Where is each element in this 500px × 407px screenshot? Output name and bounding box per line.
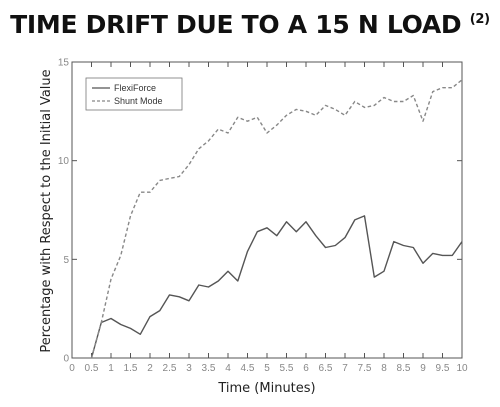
chart-title-text: TIME DRIFT DUE TO A 15 N LOAD	[10, 10, 462, 39]
x-tick-label: 9	[420, 363, 426, 374]
x-tick-label: 0.5	[85, 363, 99, 374]
legend-box	[85, 77, 183, 111]
x-tick-label: 5.5	[280, 363, 294, 374]
x-tick-label: 8.5	[397, 363, 411, 374]
x-tick-label: 6.5	[319, 363, 333, 374]
x-tick-label: 4.5	[241, 363, 255, 374]
legend-label-flexiforce: FlexiForce	[114, 83, 156, 93]
x-tick-label: 1.5	[124, 363, 138, 374]
x-tick-label: 8	[381, 363, 387, 374]
x-tick-label: 7	[342, 363, 348, 374]
series-layer	[90, 79, 463, 359]
x-tick-label: 0	[69, 363, 75, 374]
y-tick-label: 10	[58, 156, 70, 167]
x-tick-label: 9.5	[436, 363, 450, 374]
x-tick-label: 5	[264, 363, 270, 374]
x-axis-ticks: 0 0.5 1 1.5 2 2.5 3 3.5 4 4.5 5 5.5 6 6.5 7 7.5 8 8.5 9 9.5…	[69, 62, 468, 374]
x-tick-label: 2	[147, 363, 153, 374]
y-axis-label: Percentage with Respect to the Initial V…	[39, 69, 54, 352]
x-tick-label: 3.5	[202, 363, 216, 374]
x-tick-label: 10	[456, 363, 468, 374]
x-tick-label: 4	[225, 363, 231, 374]
x-tick-label: 3	[186, 363, 192, 374]
x-tick-label: 6	[303, 363, 309, 374]
x-tick-label: 1	[108, 363, 114, 374]
y-tick-label: 15	[58, 58, 70, 69]
chart-title: TIME DRIFT DUE TO A 15 N LOAD (2)	[0, 10, 500, 39]
y-tick-label: 0	[63, 354, 69, 365]
x-tick-label: 2.5	[163, 363, 177, 374]
x-tick-label: 7.5	[358, 363, 372, 374]
chart-title-reference: (2)	[469, 12, 490, 27]
x-axis-label: Time (Minutes)	[217, 381, 315, 396]
legend-label-shunt-mode: Shunt Mode	[114, 96, 163, 106]
series-line-shunt-mode	[90, 79, 463, 359]
y-axis-ticks: 0 5 10 15	[58, 58, 462, 365]
series-line-flexiforce	[90, 215, 463, 359]
legend: FlexiForce Shunt Mode	[85, 77, 183, 111]
y-tick-label: 5	[63, 255, 69, 266]
